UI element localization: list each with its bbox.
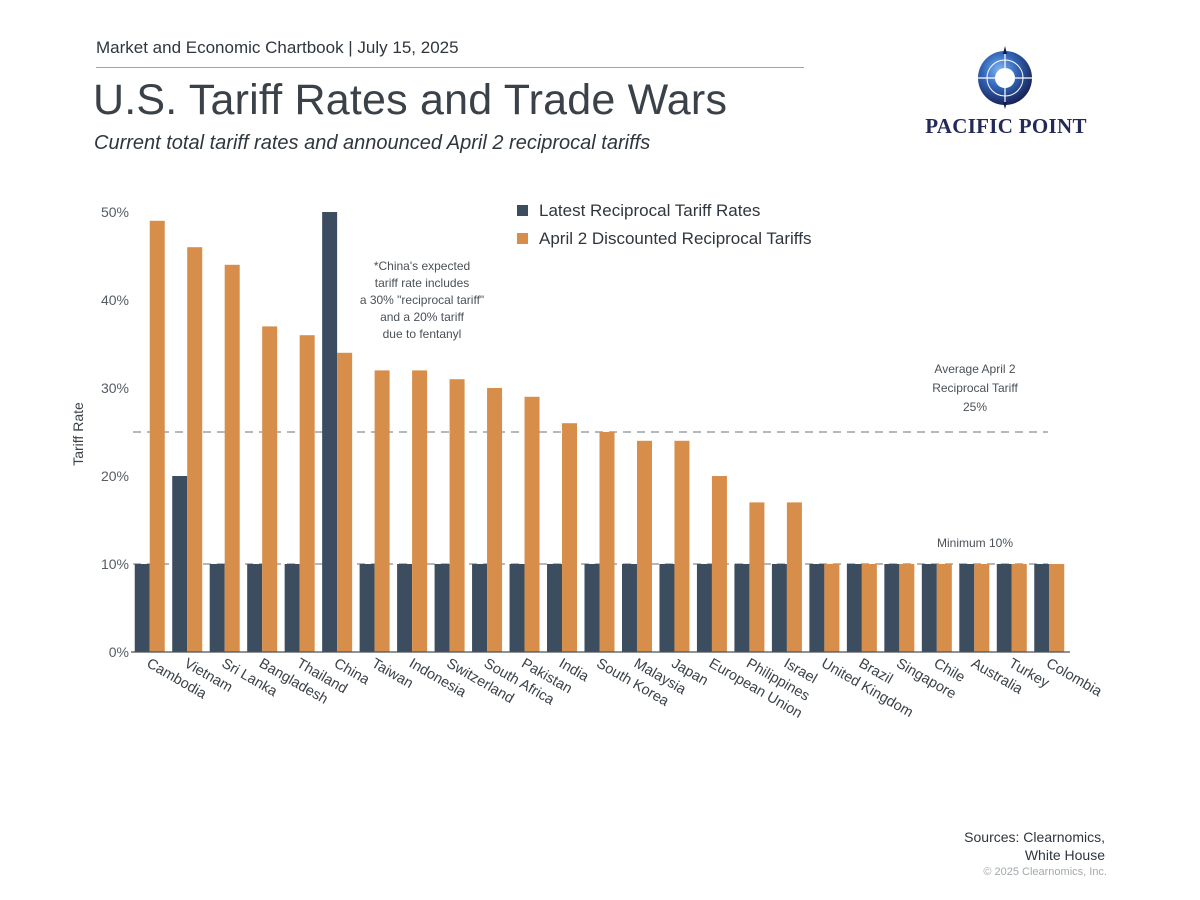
- legend-swatch-latest: [517, 205, 528, 216]
- chartbook-header: Market and Economic Chartbook | July 15,…: [96, 38, 459, 57]
- bar-april2-israel: [786, 502, 802, 652]
- china-annotation: *China's expected: [374, 259, 470, 273]
- bar-latest-indonesia: [397, 564, 413, 652]
- bar-april2-malaysia: [636, 440, 652, 652]
- bar-latest-turkey: [996, 564, 1012, 652]
- bar-april2-united-kingdom: [824, 564, 840, 652]
- bar-april2-thailand: [299, 335, 315, 652]
- bar-april2-taiwan: [374, 370, 390, 652]
- bar-latest-thailand: [284, 564, 300, 652]
- sources-line-2: White House: [1024, 847, 1105, 863]
- bar-april2-indonesia: [412, 370, 428, 652]
- bar-latest-cambodia: [134, 564, 150, 652]
- bar-april2-brazil: [861, 564, 877, 652]
- bar-april2-australia: [974, 564, 990, 652]
- y-tick-label: 30%: [101, 380, 129, 396]
- bar-latest-south-africa: [472, 564, 488, 652]
- minimum-line-label: Minimum 10%: [937, 536, 1013, 550]
- pacific-point-logo: PACIFIC POINT: [918, 44, 1098, 144]
- bar-april2-bangladesh: [262, 326, 278, 652]
- bar-april2-india: [562, 423, 578, 652]
- average-line-label: Average April 2: [934, 362, 1015, 376]
- page-subtitle: Current total tariff rates and announced…: [94, 132, 651, 154]
- y-tick-label: 0%: [109, 644, 129, 660]
- bar-april2-south-korea: [599, 432, 615, 652]
- bar-latest-israel: [771, 564, 787, 652]
- bar-latest-european-union: [696, 564, 712, 652]
- bar-april2-colombia: [1049, 564, 1065, 652]
- bar-april2-cambodia: [149, 220, 165, 653]
- bar-april2-switzerland: [449, 379, 465, 652]
- bar-latest-colombia: [1034, 564, 1050, 652]
- bar-april2-vietnam: [187, 247, 203, 652]
- bar-latest-switzerland: [434, 564, 450, 652]
- y-tick-label: 10%: [101, 556, 129, 572]
- bar-latest-vietnam: [172, 476, 188, 652]
- bar-april2-japan: [674, 440, 690, 652]
- legend-label-latest: Latest Reciprocal Tariff Rates: [539, 201, 760, 220]
- bar-april2-philippines: [749, 502, 765, 652]
- compass-ring-icon: [974, 46, 1036, 109]
- bar-latest-chile: [921, 564, 937, 652]
- china-annotation: and a 20% tariff: [380, 310, 465, 324]
- y-tick-label: 50%: [101, 204, 129, 220]
- bar-latest-brazil: [846, 564, 862, 652]
- bar-latest-malaysia: [621, 564, 637, 652]
- china-annotation: due to fentanyl: [383, 327, 462, 341]
- page-title: U.S. Tariff Rates and Trade Wars: [93, 76, 728, 124]
- bar-latest-south-korea: [584, 564, 600, 652]
- copyright-note: © 2025 Clearnomics, Inc.: [983, 866, 1107, 878]
- sources-note: Sources: Clearnomics, White House: [964, 828, 1105, 864]
- average-line-label: Reciprocal Tariff: [932, 381, 1018, 395]
- bar-latest-australia: [959, 564, 975, 652]
- x-category-label: Taiwan: [369, 656, 416, 692]
- bar-april2-pakistan: [524, 396, 540, 652]
- bar-april2-turkey: [1011, 564, 1027, 652]
- bar-april2-china: [337, 352, 353, 652]
- china-annotation: tariff rate includes: [375, 276, 470, 290]
- header-divider: [96, 67, 804, 68]
- bar-april2-european-union: [711, 476, 727, 652]
- bar-latest-japan: [659, 564, 675, 652]
- x-category-label: Colombia: [1043, 656, 1105, 701]
- y-axis-label: Tariff Rate: [70, 402, 86, 466]
- y-tick-label: 40%: [101, 292, 129, 308]
- bar-latest-china: [322, 212, 338, 652]
- bar-april2-chile: [936, 564, 952, 652]
- bar-latest-singapore: [884, 564, 900, 652]
- bar-latest-sri-lanka: [209, 564, 225, 652]
- bar-april2-sri-lanka: [224, 264, 240, 652]
- bar-latest-india: [547, 564, 563, 652]
- bar-latest-bangladesh: [247, 564, 263, 652]
- bar-april2-singapore: [899, 564, 915, 652]
- y-tick-label: 20%: [101, 468, 129, 484]
- logo-wordmark: PACIFIC POINT: [925, 114, 1087, 138]
- bar-april2-south-africa: [487, 388, 503, 652]
- legend-label-april2: April 2 Discounted Reciprocal Tariffs: [539, 229, 811, 248]
- bar-latest-pakistan: [509, 564, 525, 652]
- average-line-label: 25%: [963, 400, 987, 414]
- bar-latest-philippines: [734, 564, 750, 652]
- bar-latest-taiwan: [359, 564, 375, 652]
- legend-swatch-april2: [517, 233, 528, 244]
- sources-line-1: Sources: Clearnomics,: [964, 829, 1105, 845]
- china-annotation: a 30% "reciprocal tariff": [360, 293, 484, 307]
- bar-latest-united-kingdom: [809, 564, 825, 652]
